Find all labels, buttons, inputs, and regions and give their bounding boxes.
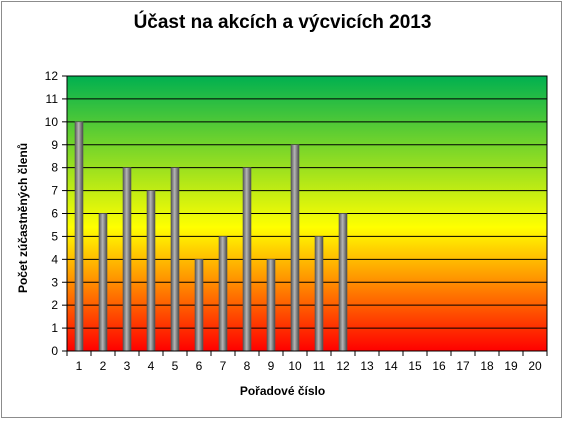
y-tick-label: 8 xyxy=(51,161,58,175)
x-tick-label: 15 xyxy=(408,359,422,373)
y-tick-label: 1 xyxy=(51,321,58,335)
x-tick-label: 4 xyxy=(148,359,155,373)
y-tick-label: 11 xyxy=(46,92,59,106)
x-tick-label: 1 xyxy=(76,359,83,373)
x-tick-label: 2 xyxy=(100,359,107,373)
x-tick-label: 19 xyxy=(504,359,518,373)
x-tick-label: 12 xyxy=(336,359,350,373)
y-tick-label: 6 xyxy=(51,207,58,221)
y-tick-label: 10 xyxy=(45,115,59,129)
bar xyxy=(122,167,132,352)
x-tick-label: 5 xyxy=(172,359,179,373)
bar xyxy=(98,213,108,352)
y-tick-label: 12 xyxy=(45,69,59,83)
y-tick-label: 2 xyxy=(51,298,58,312)
bar xyxy=(74,121,84,352)
bar xyxy=(266,259,276,352)
bar xyxy=(290,144,300,352)
y-tick-label: 4 xyxy=(51,252,58,266)
x-tick-label: 11 xyxy=(313,359,326,373)
x-tick-label: 7 xyxy=(220,359,227,373)
x-tick-label: 14 xyxy=(384,359,398,373)
y-tick-label: 9 xyxy=(51,138,58,152)
bar xyxy=(194,259,204,352)
bar xyxy=(146,190,156,352)
x-axis-label: Pořadové číslo xyxy=(239,384,326,398)
bar xyxy=(218,236,228,352)
x-tick-label: 18 xyxy=(480,359,494,373)
bar xyxy=(314,236,324,352)
y-tick-label: 3 xyxy=(51,275,58,289)
y-tick-label: 0 xyxy=(51,344,58,358)
chart-title: Účast na akcích a výcvicích 2013 xyxy=(133,12,432,33)
y-tick-label: 5 xyxy=(51,229,58,243)
x-tick-label: 10 xyxy=(288,359,302,373)
x-tick-label: 3 xyxy=(124,359,131,373)
y-tick-label: 7 xyxy=(51,184,58,198)
x-tick-label: 6 xyxy=(196,359,203,373)
x-tick-label: 20 xyxy=(528,359,542,373)
bar xyxy=(170,167,180,352)
x-tick-label: 8 xyxy=(244,359,251,373)
bar xyxy=(338,213,348,352)
bar xyxy=(242,167,252,352)
x-tick-label: 9 xyxy=(268,359,275,373)
x-tick-label: 13 xyxy=(360,359,374,373)
x-tick-label: 16 xyxy=(432,359,446,373)
x-tick-label: 17 xyxy=(456,359,470,373)
